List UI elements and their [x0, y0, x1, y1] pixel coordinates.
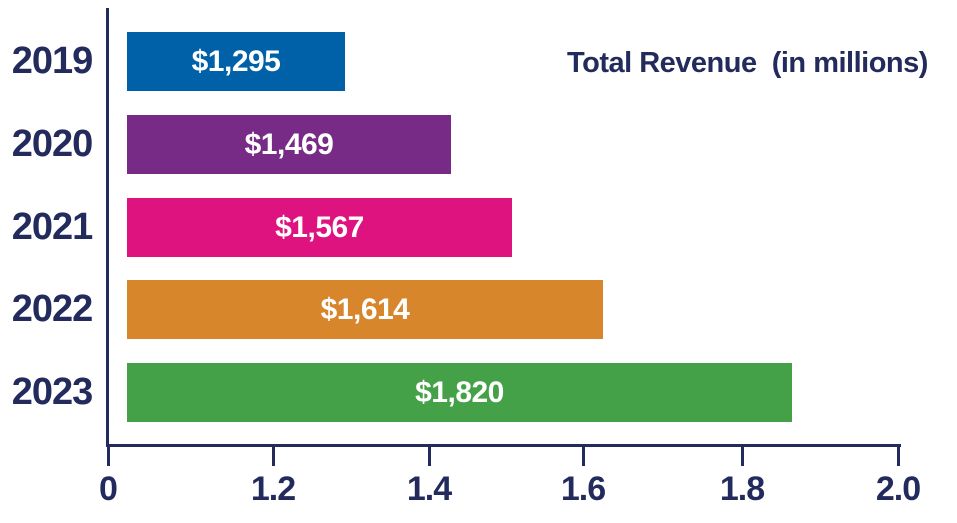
x-tick-label-0: 0 [99, 470, 118, 508]
x-tick-1.6 [582, 444, 585, 466]
x-tick-label-1.2: 1.2 [250, 470, 296, 508]
value-label-2019: $1,295 [191, 44, 281, 78]
chart-title: Total Revenue (in millions) [567, 47, 928, 79]
x-tick-1.8 [741, 444, 744, 466]
value-label-2023: $1,820 [415, 375, 504, 409]
category-label-2019: 2019 [11, 40, 94, 82]
bar-2019: $1,295 [127, 32, 345, 91]
bar-2021: $1,567 [127, 198, 512, 257]
x-tick-label-2.0: 2.0 [875, 470, 921, 508]
bar-2020: $1,469 [127, 115, 451, 174]
category-label-2023: 2023 [11, 371, 94, 413]
x-tick-1.2 [272, 444, 275, 466]
value-label-2020: $1,469 [244, 127, 334, 161]
category-label-2020: 2020 [11, 123, 94, 165]
category-label-2022: 2022 [11, 288, 94, 330]
x-axis-line [106, 444, 901, 447]
x-tick-2.0 [897, 444, 900, 466]
value-label-2022: $1,614 [320, 292, 410, 326]
x-tick-1.4 [428, 444, 431, 466]
bar-2022: $1,614 [127, 280, 603, 339]
value-label-2021: $1,567 [275, 210, 364, 244]
x-tick-0 [107, 444, 110, 466]
y-axis-line [106, 8, 109, 447]
x-tick-label-1.8: 1.8 [719, 470, 765, 508]
x-tick-label-1.6: 1.6 [560, 470, 606, 508]
category-label-2021: 2021 [11, 206, 94, 248]
x-tick-label-1.4: 1.4 [406, 470, 452, 508]
bar-2023: $1,820 [127, 363, 792, 422]
